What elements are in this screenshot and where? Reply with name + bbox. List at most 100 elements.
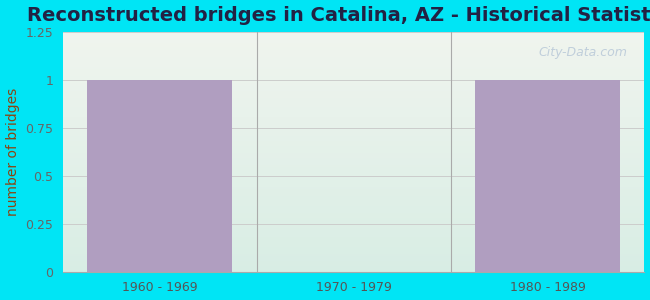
Bar xyxy=(63,104,644,106)
Bar xyxy=(63,245,644,248)
Bar xyxy=(63,229,644,231)
Bar xyxy=(63,262,644,265)
Bar xyxy=(87,80,233,272)
Text: City-Data.com: City-Data.com xyxy=(538,46,627,59)
Bar xyxy=(474,80,620,272)
Bar xyxy=(63,197,644,200)
Bar xyxy=(63,128,644,130)
Bar xyxy=(63,212,644,214)
Bar xyxy=(63,53,644,56)
Bar xyxy=(63,169,644,171)
Bar xyxy=(63,70,644,73)
Bar xyxy=(63,260,644,262)
Bar xyxy=(63,51,644,53)
Bar xyxy=(63,255,644,257)
Bar xyxy=(63,133,644,135)
Bar xyxy=(63,63,644,65)
Bar xyxy=(63,253,644,255)
Bar xyxy=(63,243,644,245)
Bar xyxy=(63,145,644,147)
Bar xyxy=(63,154,644,157)
Bar xyxy=(63,99,644,101)
Bar xyxy=(63,106,644,109)
Bar xyxy=(63,190,644,193)
Bar xyxy=(63,217,644,219)
Bar xyxy=(63,161,644,164)
Bar xyxy=(63,171,644,173)
Bar xyxy=(63,101,644,104)
Bar xyxy=(63,183,644,185)
Bar xyxy=(63,250,644,253)
Bar xyxy=(63,77,644,80)
Bar xyxy=(63,241,644,243)
Bar xyxy=(63,205,644,207)
Bar xyxy=(63,188,644,190)
Bar xyxy=(63,202,644,205)
Bar xyxy=(63,39,644,41)
Bar xyxy=(63,97,644,99)
Bar xyxy=(63,147,644,149)
Bar xyxy=(63,92,644,94)
Bar xyxy=(63,49,644,51)
Bar xyxy=(63,32,644,34)
Bar xyxy=(63,140,644,142)
Bar xyxy=(63,116,644,118)
Bar xyxy=(63,157,644,159)
Y-axis label: number of bridges: number of bridges xyxy=(6,88,20,216)
Bar xyxy=(63,125,644,128)
Bar xyxy=(63,130,644,133)
Bar xyxy=(63,236,644,238)
Bar xyxy=(63,226,644,229)
Bar xyxy=(63,149,644,152)
Bar xyxy=(63,44,644,46)
Bar xyxy=(63,269,644,272)
Bar xyxy=(63,34,644,37)
Bar xyxy=(63,58,644,61)
Bar xyxy=(63,257,644,260)
Bar xyxy=(63,87,644,89)
Bar xyxy=(63,82,644,85)
Bar xyxy=(63,68,644,70)
Bar xyxy=(63,224,644,226)
Bar xyxy=(63,173,644,176)
Bar xyxy=(63,113,644,116)
Bar xyxy=(63,135,644,137)
Bar xyxy=(63,267,644,269)
Bar xyxy=(63,46,644,49)
Bar xyxy=(63,200,644,202)
Bar xyxy=(63,207,644,209)
Bar xyxy=(63,85,644,87)
Bar xyxy=(63,111,644,113)
Bar xyxy=(63,94,644,97)
Bar xyxy=(63,61,644,63)
Bar xyxy=(63,109,644,111)
Bar xyxy=(63,142,644,145)
Bar xyxy=(63,238,644,241)
Bar xyxy=(63,80,644,82)
Bar xyxy=(63,159,644,161)
Bar xyxy=(63,265,644,267)
Bar xyxy=(63,178,644,181)
Bar xyxy=(63,233,644,236)
Bar xyxy=(63,152,644,154)
Bar xyxy=(63,164,644,166)
Bar xyxy=(63,56,644,58)
Bar xyxy=(63,118,644,121)
Bar xyxy=(63,219,644,221)
Bar xyxy=(63,137,644,140)
Bar xyxy=(63,75,644,77)
Bar xyxy=(63,248,644,250)
Bar xyxy=(63,176,644,178)
Bar xyxy=(63,195,644,197)
Bar xyxy=(63,214,644,217)
Bar xyxy=(63,89,644,92)
Bar xyxy=(63,209,644,212)
Bar xyxy=(63,181,644,183)
Bar xyxy=(63,193,644,195)
Title: Reconstructed bridges in Catalina, AZ - Historical Statistics: Reconstructed bridges in Catalina, AZ - … xyxy=(27,6,650,25)
Bar xyxy=(63,121,644,123)
Bar xyxy=(63,231,644,233)
Bar xyxy=(63,185,644,188)
Bar xyxy=(63,73,644,75)
Bar xyxy=(63,166,644,169)
